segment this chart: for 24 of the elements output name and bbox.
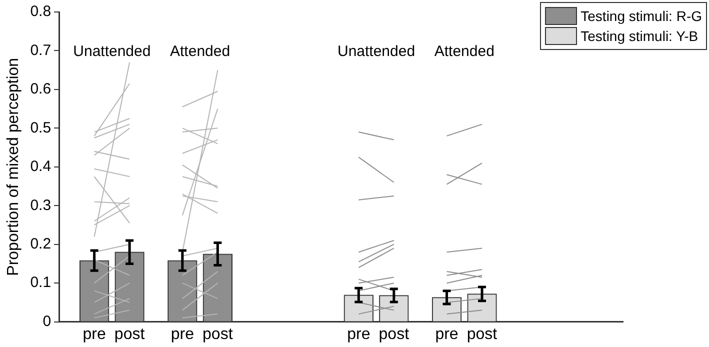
x-tick-label: post — [466, 326, 498, 343]
annotation: Unattended — [73, 43, 151, 60]
y-axis-title: Proportion of mixed perception — [5, 58, 22, 276]
y-tick-label: 0.5 — [30, 119, 52, 136]
x-tick-label: pre — [347, 326, 370, 343]
x-tick-label: pre — [82, 326, 106, 343]
x-tick-label: pre — [435, 326, 458, 343]
annotation: Attended — [170, 43, 230, 60]
y-tick-label: 0.7 — [30, 42, 52, 59]
y-tick-label: 0 — [42, 312, 52, 330]
legend-label: Testing stimuli: R-G — [580, 8, 702, 24]
x-tick-label: post — [202, 326, 234, 343]
y-tick-label: 0.2 — [30, 235, 52, 252]
y-tick-label: 0.8 — [30, 3, 52, 20]
y-tick-label: 0.3 — [30, 196, 52, 214]
x-tick-label: post — [114, 326, 146, 343]
annotation: Unattended — [337, 43, 416, 60]
y-tick-label: 0.1 — [30, 274, 52, 292]
x-tick-label: post — [378, 326, 410, 343]
legend-label: Testing stimuli: Y-B — [580, 28, 698, 44]
y-tick-label: 0.6 — [30, 80, 52, 98]
y-tick-label: 0.4 — [30, 158, 52, 176]
annotation: Attended — [434, 43, 494, 60]
x-tick-label: pre — [170, 326, 194, 343]
